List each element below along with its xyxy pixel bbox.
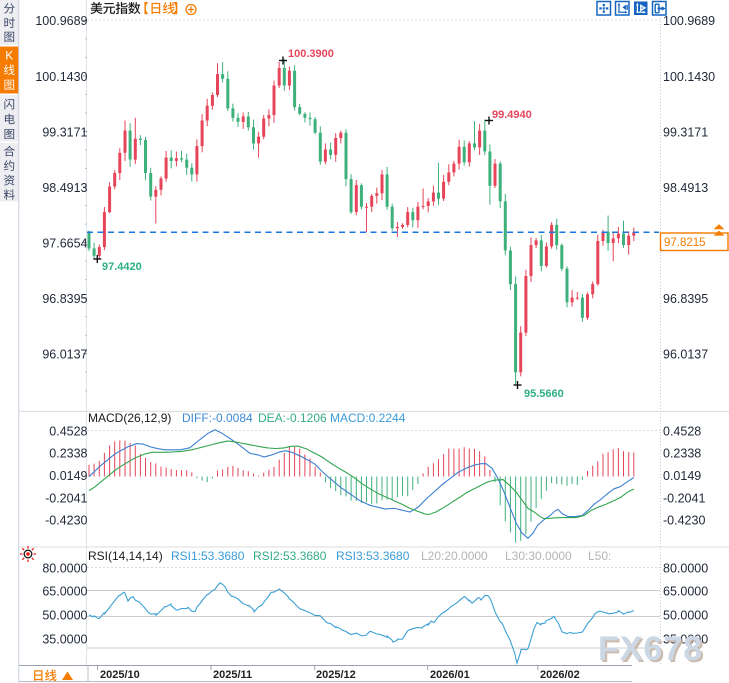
svg-text:98.4913: 98.4913 <box>42 181 87 195</box>
svg-text:97.8215: 97.8215 <box>664 237 706 249</box>
svg-text:L20:20.0000: L20:20.0000 <box>421 549 488 563</box>
svg-text:FX678: FX678 <box>600 632 705 670</box>
svg-text:97.4420: 97.4420 <box>102 261 142 273</box>
svg-text:65.0000: 65.0000 <box>42 585 87 599</box>
svg-text:-0.2041: -0.2041 <box>45 491 87 505</box>
svg-text:96.0137: 96.0137 <box>663 348 708 362</box>
svg-text:96.8395: 96.8395 <box>42 292 87 306</box>
svg-text:DIFF:-0.0084: DIFF:-0.0084 <box>182 411 253 425</box>
svg-text:95.5660: 95.5660 <box>524 388 564 400</box>
svg-text:0.2338: 0.2338 <box>663 447 701 461</box>
svg-text:80.0000: 80.0000 <box>42 561 87 575</box>
svg-text:-0.4230: -0.4230 <box>663 514 705 528</box>
svg-text:L30:30.0000: L30:30.0000 <box>505 549 572 563</box>
svg-text:50.0000: 50.0000 <box>42 608 87 622</box>
svg-text:K: K <box>5 48 13 62</box>
svg-text:35.0000: 35.0000 <box>663 633 708 647</box>
svg-text:0.0149: 0.0149 <box>663 469 701 483</box>
svg-text:98.4913: 98.4913 <box>663 181 708 195</box>
svg-text:RSI(14,14,14): RSI(14,14,14) <box>88 549 163 563</box>
svg-text:2025/12: 2025/12 <box>316 669 356 681</box>
svg-text:MACD(26,12,9): MACD(26,12,9) <box>88 411 171 425</box>
svg-text:2026/01: 2026/01 <box>430 669 470 681</box>
svg-text:RSI2:53.3680: RSI2:53.3680 <box>253 549 327 563</box>
svg-text:99.3171: 99.3171 <box>42 125 87 139</box>
svg-text:96.8395: 96.8395 <box>663 292 708 306</box>
svg-text:99.4940: 99.4940 <box>492 109 532 121</box>
svg-text:2025/10: 2025/10 <box>100 669 140 681</box>
svg-text:-0.2041: -0.2041 <box>663 491 705 505</box>
svg-text:50.0000: 50.0000 <box>663 608 708 622</box>
svg-text:100.1430: 100.1430 <box>663 70 715 84</box>
svg-text:97.6654: 97.6654 <box>42 237 87 251</box>
svg-text:100.1430: 100.1430 <box>35 70 87 84</box>
svg-text:-0.4230: -0.4230 <box>45 514 87 528</box>
svg-text:0.4528: 0.4528 <box>663 424 701 438</box>
svg-text:2026/02: 2026/02 <box>540 669 580 681</box>
svg-text:99.3171: 99.3171 <box>663 125 708 139</box>
svg-text:FX678: FX678 <box>598 630 703 668</box>
svg-text:35.0000: 35.0000 <box>42 633 87 647</box>
svg-text:65.0000: 65.0000 <box>663 585 708 599</box>
svg-text:RSI1:53.3680: RSI1:53.3680 <box>171 549 245 563</box>
svg-text:96.0137: 96.0137 <box>42 348 87 362</box>
svg-text:2025/11: 2025/11 <box>213 669 252 681</box>
svg-text:80.0000: 80.0000 <box>663 561 708 575</box>
svg-text:0.2338: 0.2338 <box>49 447 87 461</box>
svg-text:MACD:0.2244: MACD:0.2244 <box>330 411 406 425</box>
svg-text:100.9689: 100.9689 <box>663 14 715 28</box>
svg-text:L50:: L50: <box>588 549 611 563</box>
svg-text:0.4528: 0.4528 <box>49 424 87 438</box>
svg-text:RSI3:53.3680: RSI3:53.3680 <box>336 549 410 563</box>
svg-text:0.0149: 0.0149 <box>49 469 87 483</box>
svg-text:DEA:-0.1206: DEA:-0.1206 <box>258 411 327 425</box>
svg-text:100.3900: 100.3900 <box>288 48 334 60</box>
svg-text:100.9689: 100.9689 <box>35 14 87 28</box>
